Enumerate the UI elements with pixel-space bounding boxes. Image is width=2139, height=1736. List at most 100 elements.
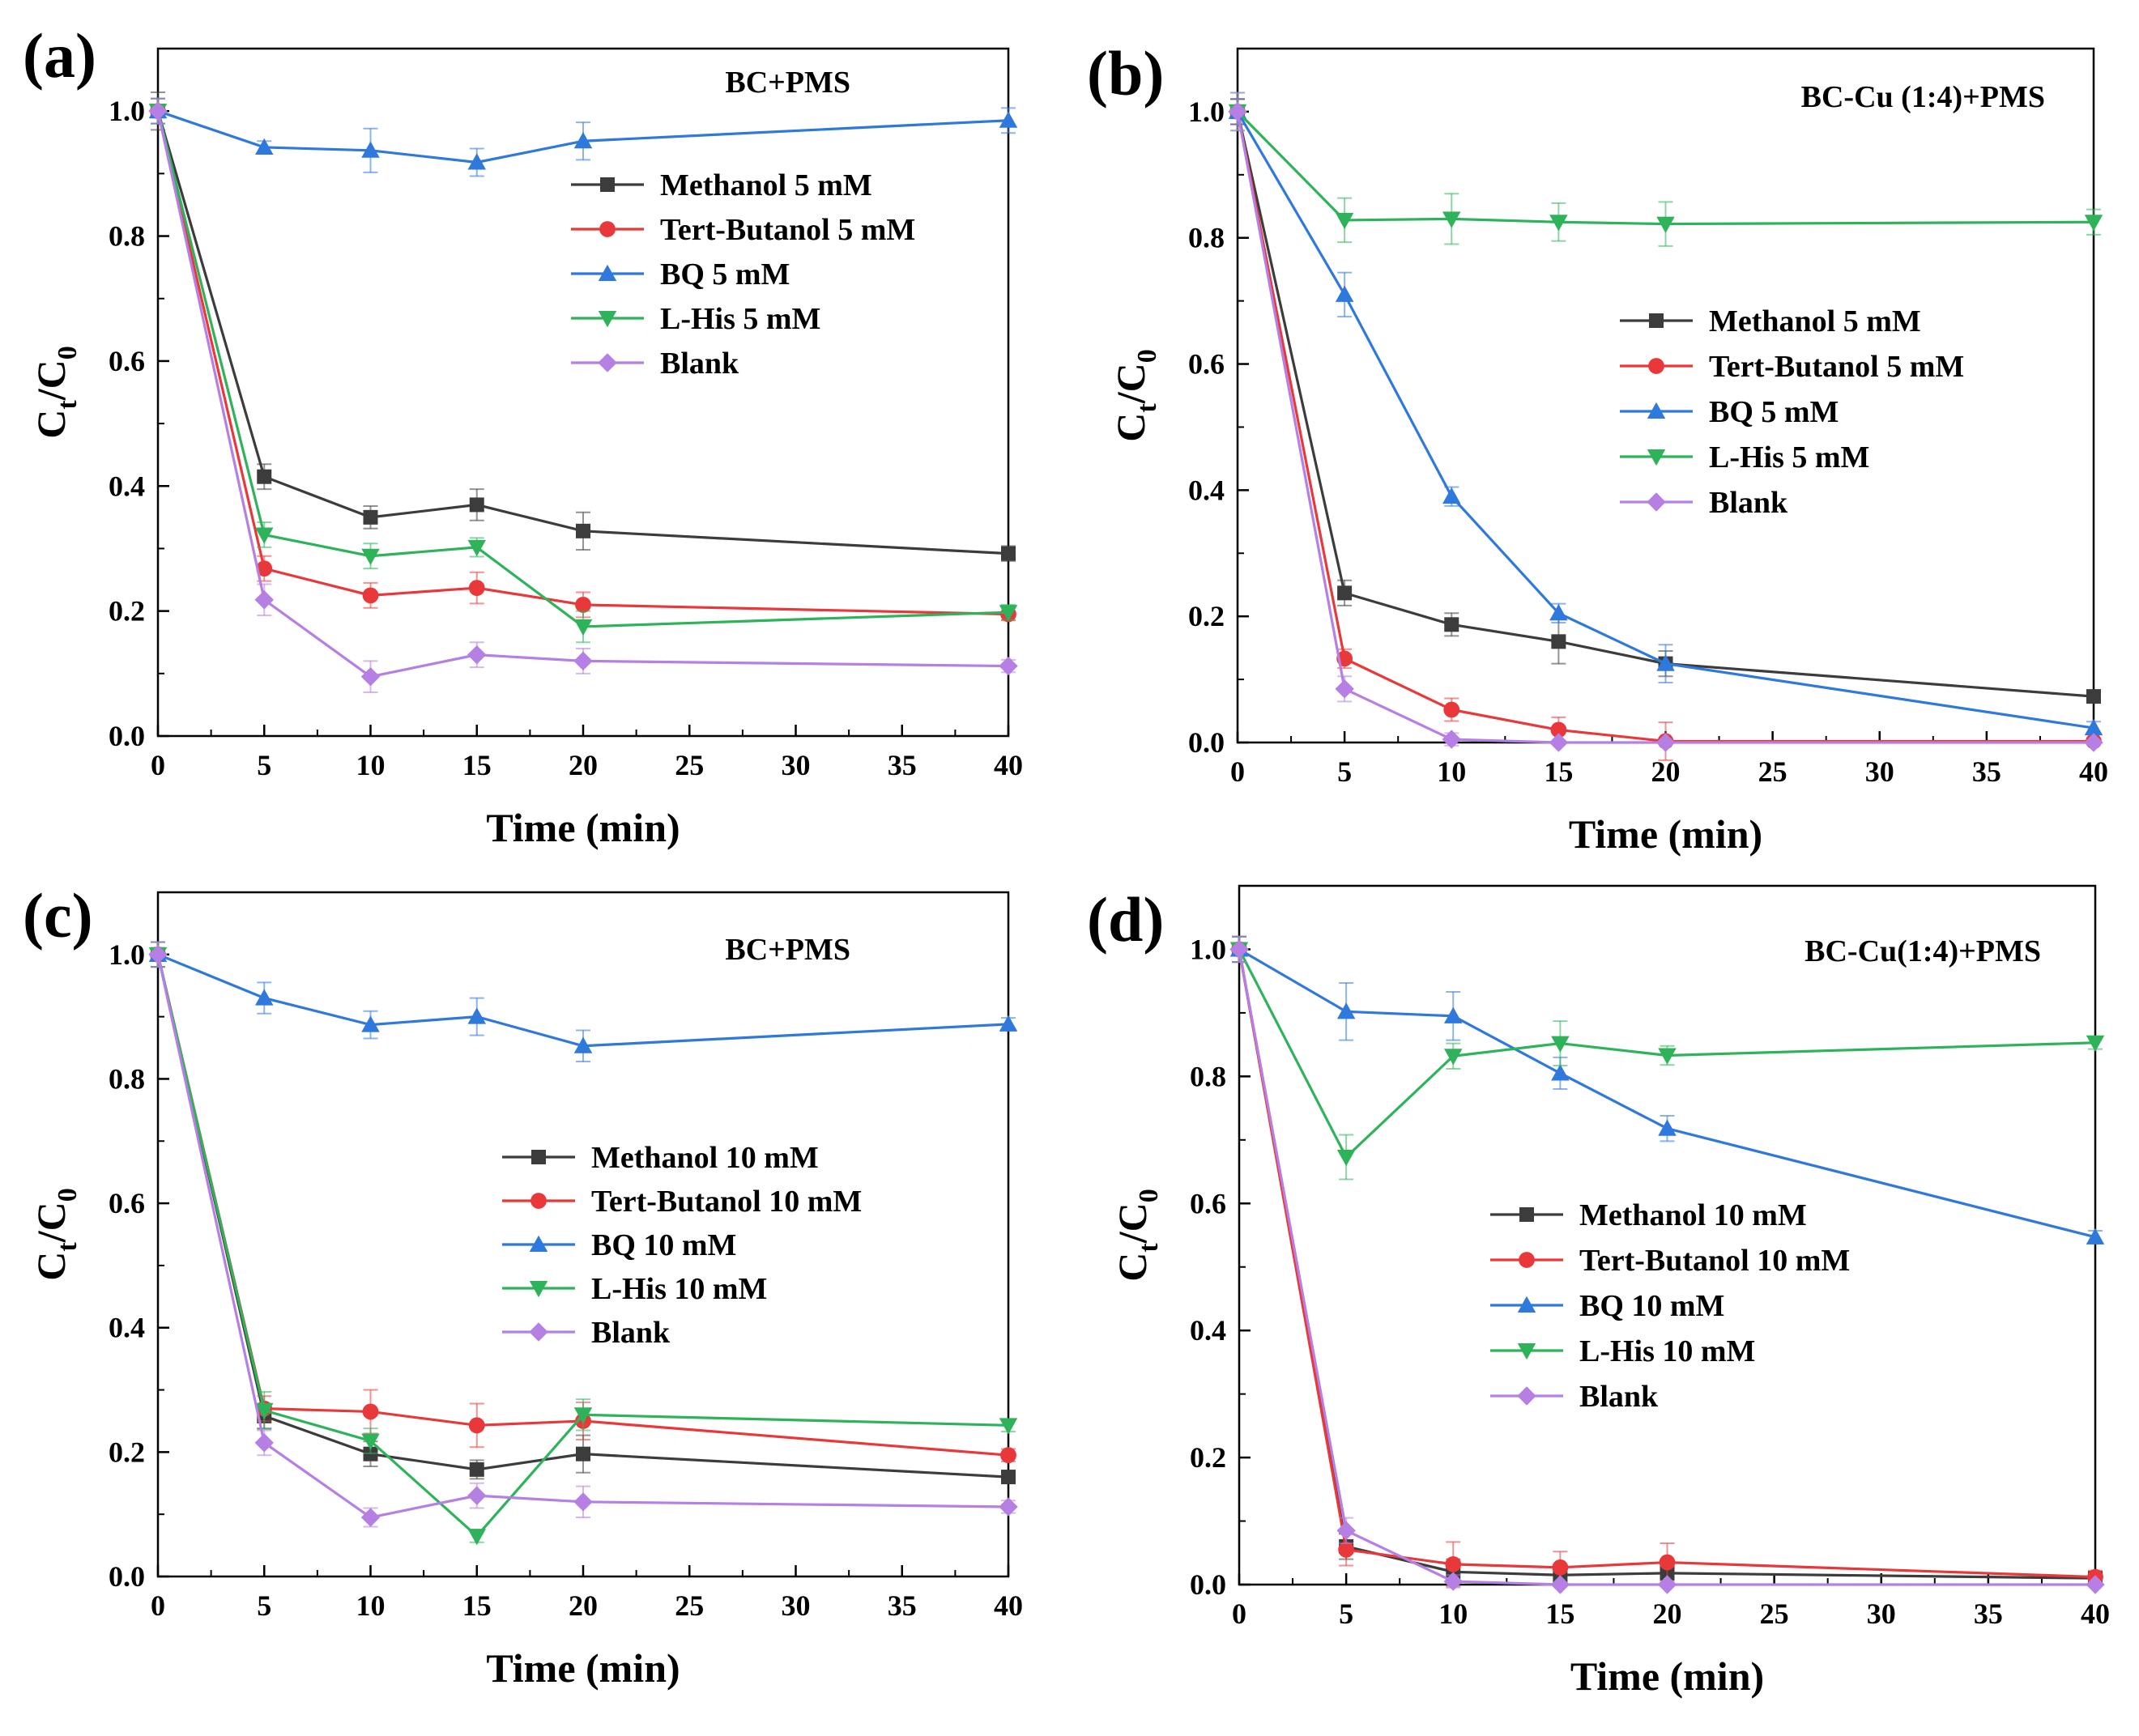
- legend-label: L-His 5 mM: [1709, 440, 1869, 474]
- legend-item: Methanol 5 mM: [1620, 304, 1921, 338]
- legend-marker: [529, 1235, 548, 1252]
- legend-item: Tert-Butanol 5 mM: [1620, 350, 1964, 384]
- y-title-slash: /C: [1110, 1202, 1155, 1244]
- data-point: [1552, 1559, 1569, 1576]
- x-tick-label: 40: [2079, 755, 2108, 788]
- series-line: [157, 953, 1009, 1048]
- data-point: [1656, 654, 1675, 671]
- plot-frame: [156, 891, 1010, 1578]
- x-tick-label: 35: [888, 749, 917, 781]
- legend-item: Methanol 5 mM: [571, 168, 872, 202]
- condition-annotation: BC+PMS: [725, 933, 850, 967]
- data-point: [573, 131, 593, 149]
- legend-item: Blank: [571, 347, 739, 381]
- data-point: [1335, 679, 1354, 699]
- data-point: [255, 527, 274, 544]
- y-axis: 0.0 0.2 0.4 0.6 0.8 1.0: [109, 938, 169, 1593]
- legend-item: Methanol 10 mM: [1490, 1198, 1807, 1232]
- series-line: [157, 109, 1009, 164]
- data-point: [254, 590, 274, 610]
- chart-a: (a) 0 5 10 15 20 25 30 35 40 0.0 0.2 0.4 0.6 0.8 1.0 Tim…: [23, 20, 1023, 850]
- x-tick-label: 15: [462, 1589, 492, 1622]
- legend-marker: [1649, 313, 1664, 328]
- data-point: [361, 141, 380, 158]
- data-point: [363, 509, 378, 525]
- y-tick-label: 1.0: [109, 95, 145, 127]
- data-point: [361, 1015, 380, 1032]
- data-point: [1549, 604, 1568, 621]
- data-point: [2084, 215, 2103, 232]
- data-point: [2084, 718, 2103, 736]
- legend-label: BQ 10 mM: [591, 1228, 736, 1262]
- panel-label: (a): [23, 20, 96, 91]
- x-tick-label: 0: [151, 749, 165, 781]
- y-title-main: C: [1110, 1253, 1155, 1282]
- series-line: [156, 110, 1009, 616]
- legend-marker: [1517, 1386, 1536, 1406]
- series-l-his: [148, 941, 1018, 1546]
- y-title-main: C: [1108, 413, 1153, 442]
- x-tick-label: 25: [675, 749, 704, 781]
- data-point: [255, 1402, 274, 1420]
- series-line: [156, 954, 1009, 1519]
- series-line: [1236, 111, 2094, 730]
- y-title-sub-0: 0: [53, 346, 83, 360]
- y-tick-label: 0.6: [109, 345, 145, 377]
- data-point: [1338, 1541, 1355, 1558]
- y-tick-label: 0.8: [1190, 1060, 1226, 1092]
- x-tick-label: 15: [1544, 755, 1573, 788]
- series-line: [1238, 949, 2095, 1586]
- y-title-slash: /C: [28, 1202, 74, 1243]
- legend-label: Methanol 10 mM: [1579, 1198, 1807, 1232]
- data-point: [1335, 212, 1354, 230]
- series-line: [1236, 111, 2094, 744]
- y-axis-title: Ct/C0: [28, 1188, 83, 1280]
- data-point: [1444, 1006, 1463, 1023]
- data-point: [467, 645, 487, 665]
- y-tick-label: 1.0: [1190, 933, 1226, 965]
- y-tick-label: 0.4: [1190, 1314, 1226, 1347]
- legend-label: Blank: [1579, 1380, 1659, 1414]
- data-point: [1550, 1575, 1570, 1594]
- x-tick-label: 30: [1867, 1598, 1896, 1630]
- y-tick-label: 0.8: [109, 220, 145, 253]
- legend-marker: [529, 1322, 548, 1342]
- panel-d: (d) 0 5 10 15 20 25 30 35 40 0.0 0.2 0.4 0.6 0.8 1.0 Tim…: [1069, 868, 2139, 1736]
- y-title-main: C: [28, 1252, 74, 1281]
- x-tick-label: 20: [1653, 1598, 1682, 1630]
- y-axis: 0.0 0.2 0.4 0.6 0.8 1.0: [1190, 933, 1251, 1601]
- series-line: [1238, 949, 2096, 1579]
- x-tick-label: 0: [151, 1589, 165, 1622]
- data-point: [1549, 733, 1569, 752]
- data-point: [361, 1433, 380, 1450]
- legend-marker: [599, 221, 616, 237]
- series-line: [156, 954, 1009, 1538]
- y-tick-label: 0.6: [109, 1187, 145, 1219]
- legend-label: Methanol 5 mM: [1709, 304, 1921, 338]
- legend-item: BQ 5 mM: [1620, 395, 1839, 429]
- y-axis-title: Ct/C0: [28, 346, 83, 438]
- data-point: [362, 1403, 379, 1420]
- y-tick-label: 0.0: [1190, 1568, 1226, 1601]
- legend-item: L-His 5 mM: [1620, 440, 1869, 474]
- panel-label: (d): [1087, 884, 1164, 955]
- data-point: [573, 1036, 593, 1053]
- data-point: [254, 1433, 274, 1453]
- legend-label: L-His 5 mM: [660, 302, 820, 336]
- legend-item: L-His 10 mM: [1490, 1334, 1755, 1368]
- legend-marker: [1647, 402, 1666, 419]
- y-tick-label: 1.0: [1188, 96, 1225, 128]
- x-tick-label: 5: [257, 749, 271, 781]
- legend-item: BQ 10 mM: [502, 1228, 736, 1262]
- data-point: [256, 560, 273, 577]
- legend-item: Methanol 10 mM: [502, 1141, 819, 1175]
- series-blank: [148, 97, 1018, 693]
- data-point: [1442, 487, 1461, 504]
- x-tick-label: 40: [994, 1589, 1023, 1622]
- data-point: [1336, 1521, 1356, 1541]
- y-tick-label: 0.0: [109, 720, 145, 752]
- data-point: [1336, 1002, 1356, 1019]
- y-axis: 0.0 0.2 0.4 0.6 0.8 1.0: [1188, 96, 1249, 759]
- y-tick-label: 0.0: [109, 1560, 145, 1593]
- data-point: [1337, 585, 1353, 601]
